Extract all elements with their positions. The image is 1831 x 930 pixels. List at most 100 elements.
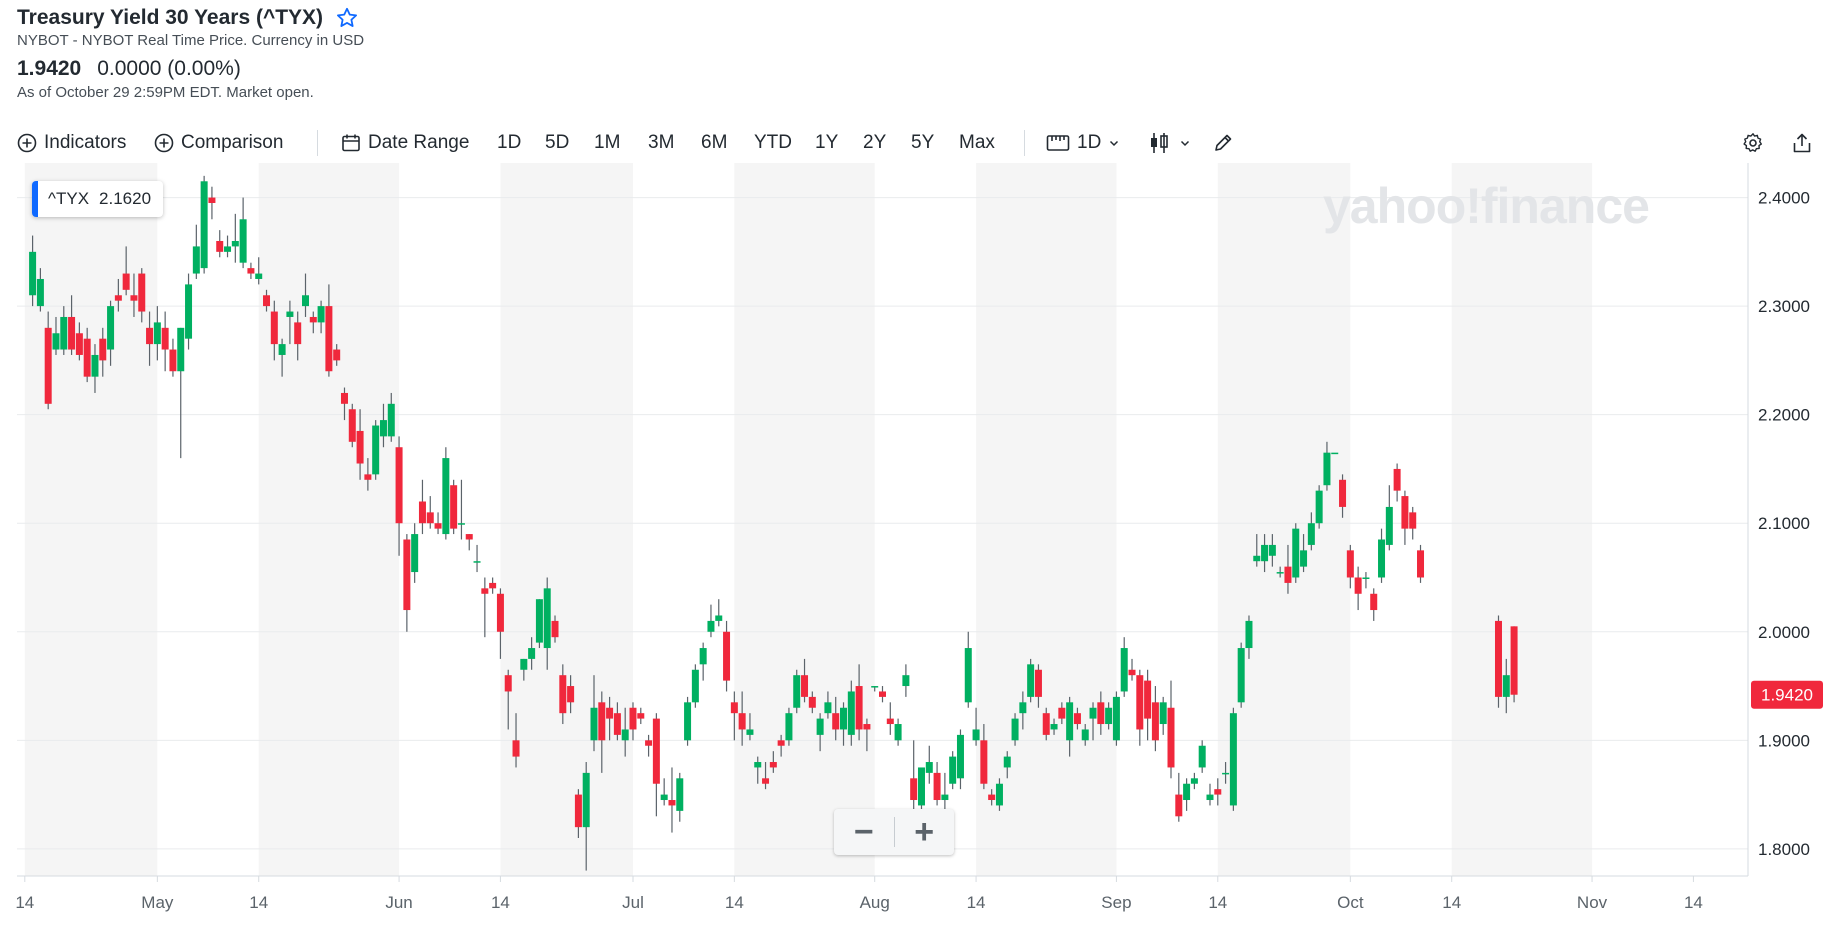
candle[interactable]: [29, 235, 37, 307]
candle[interactable]: [411, 523, 419, 583]
candle[interactable]: [138, 268, 146, 323]
candle[interactable]: [1370, 588, 1378, 621]
candle[interactable]: [192, 224, 200, 279]
candle[interactable]: [847, 680, 855, 746]
range-1m[interactable]: 1M: [594, 132, 621, 153]
candle[interactable]: [1354, 566, 1362, 611]
zoom-out-button[interactable]: −: [853, 812, 874, 851]
candle[interactable]: [528, 637, 536, 670]
candle[interactable]: [512, 713, 520, 768]
indicators-button[interactable]: Indicators: [17, 126, 126, 160]
range-5d[interactable]: 5D: [545, 132, 570, 153]
candle[interactable]: [473, 544, 481, 573]
candle[interactable]: [1502, 658, 1510, 714]
candle[interactable]: [1276, 566, 1284, 578]
candle[interactable]: [457, 479, 465, 540]
candle[interactable]: [442, 447, 450, 540]
date-range-button[interactable]: Date Range: [341, 126, 469, 160]
candle[interactable]: [1268, 534, 1276, 567]
candle[interactable]: [1136, 669, 1144, 746]
candle[interactable]: [1339, 474, 1347, 518]
chart-type-dropdown[interactable]: [1148, 126, 1191, 160]
candle[interactable]: [36, 268, 44, 312]
candle[interactable]: [44, 311, 52, 410]
candle[interactable]: [691, 664, 699, 708]
candle[interactable]: [1409, 506, 1417, 540]
range-6m[interactable]: 6M: [701, 132, 728, 153]
candle[interactable]: [660, 778, 668, 806]
candle[interactable]: [1222, 762, 1230, 784]
candle[interactable]: [208, 186, 216, 220]
candle[interactable]: [543, 577, 551, 670]
candle[interactable]: [107, 300, 115, 366]
candle[interactable]: [1066, 696, 1074, 757]
share-button[interactable]: [1791, 126, 1813, 160]
candle[interactable]: [972, 707, 980, 746]
candle[interactable]: [723, 620, 731, 692]
candle[interactable]: [91, 344, 99, 393]
candle[interactable]: [1323, 441, 1331, 491]
candle[interactable]: [239, 197, 247, 269]
candle[interactable]: [1261, 534, 1269, 573]
candle[interactable]: [1206, 783, 1214, 806]
candle[interactable]: [387, 392, 395, 442]
candle[interactable]: [637, 707, 645, 725]
candle[interactable]: [559, 664, 567, 725]
candle[interactable]: [941, 772, 949, 811]
candle[interactable]: [1167, 680, 1175, 779]
candle[interactable]: [200, 175, 208, 274]
candle[interactable]: [1073, 707, 1081, 730]
candle[interactable]: [746, 713, 754, 741]
candle[interactable]: [1510, 626, 1518, 703]
candle[interactable]: [489, 577, 497, 594]
candle[interactable]: [684, 696, 692, 746]
candle[interactable]: [808, 691, 816, 714]
candle[interactable]: [1385, 485, 1393, 551]
candle[interactable]: [247, 262, 255, 279]
candle[interactable]: [309, 311, 317, 334]
candle[interactable]: [1307, 512, 1315, 551]
candle[interactable]: [364, 458, 372, 491]
candle[interactable]: [738, 691, 746, 746]
range-1y[interactable]: 1Y: [815, 132, 839, 153]
range-5y[interactable]: 5Y: [911, 132, 935, 153]
candle[interactable]: [949, 751, 957, 790]
candle[interactable]: [980, 724, 988, 790]
candle[interactable]: [1042, 707, 1050, 741]
candle[interactable]: [75, 322, 83, 361]
candle[interactable]: [1331, 452, 1339, 455]
candle[interactable]: [1081, 724, 1089, 746]
candle[interactable]: [582, 762, 590, 871]
candle[interactable]: [863, 718, 871, 752]
candle[interactable]: [1378, 528, 1386, 583]
candle[interactable]: [99, 327, 107, 377]
candle[interactable]: [1175, 772, 1183, 822]
candle[interactable]: [886, 702, 894, 735]
candle[interactable]: [590, 675, 598, 752]
candle[interactable]: [286, 300, 294, 345]
candle[interactable]: [465, 534, 473, 551]
candle[interactable]: [956, 729, 964, 790]
range-2y[interactable]: 2Y: [863, 132, 887, 153]
candle[interactable]: [598, 691, 606, 773]
candle[interactable]: [270, 300, 278, 361]
candle[interactable]: [1393, 463, 1401, 502]
candle[interactable]: [278, 338, 286, 377]
candle[interactable]: [1019, 691, 1027, 730]
candle[interactable]: [1128, 658, 1136, 681]
candle[interactable]: [153, 306, 161, 361]
candle[interactable]: [730, 691, 738, 741]
candle[interactable]: [1315, 485, 1323, 529]
range-1d[interactable]: 1D: [497, 132, 522, 153]
candle[interactable]: [1144, 669, 1152, 741]
candle[interactable]: [574, 789, 582, 839]
candle[interactable]: [348, 403, 356, 448]
candle[interactable]: [855, 664, 863, 741]
candle[interactable]: [1003, 751, 1011, 779]
candle[interactable]: [1253, 534, 1261, 567]
candle[interactable]: [1245, 615, 1253, 659]
candle[interactable]: [52, 316, 60, 355]
candle[interactable]: [1159, 696, 1167, 735]
candle[interactable]: [496, 588, 504, 659]
candle[interactable]: [504, 669, 512, 730]
